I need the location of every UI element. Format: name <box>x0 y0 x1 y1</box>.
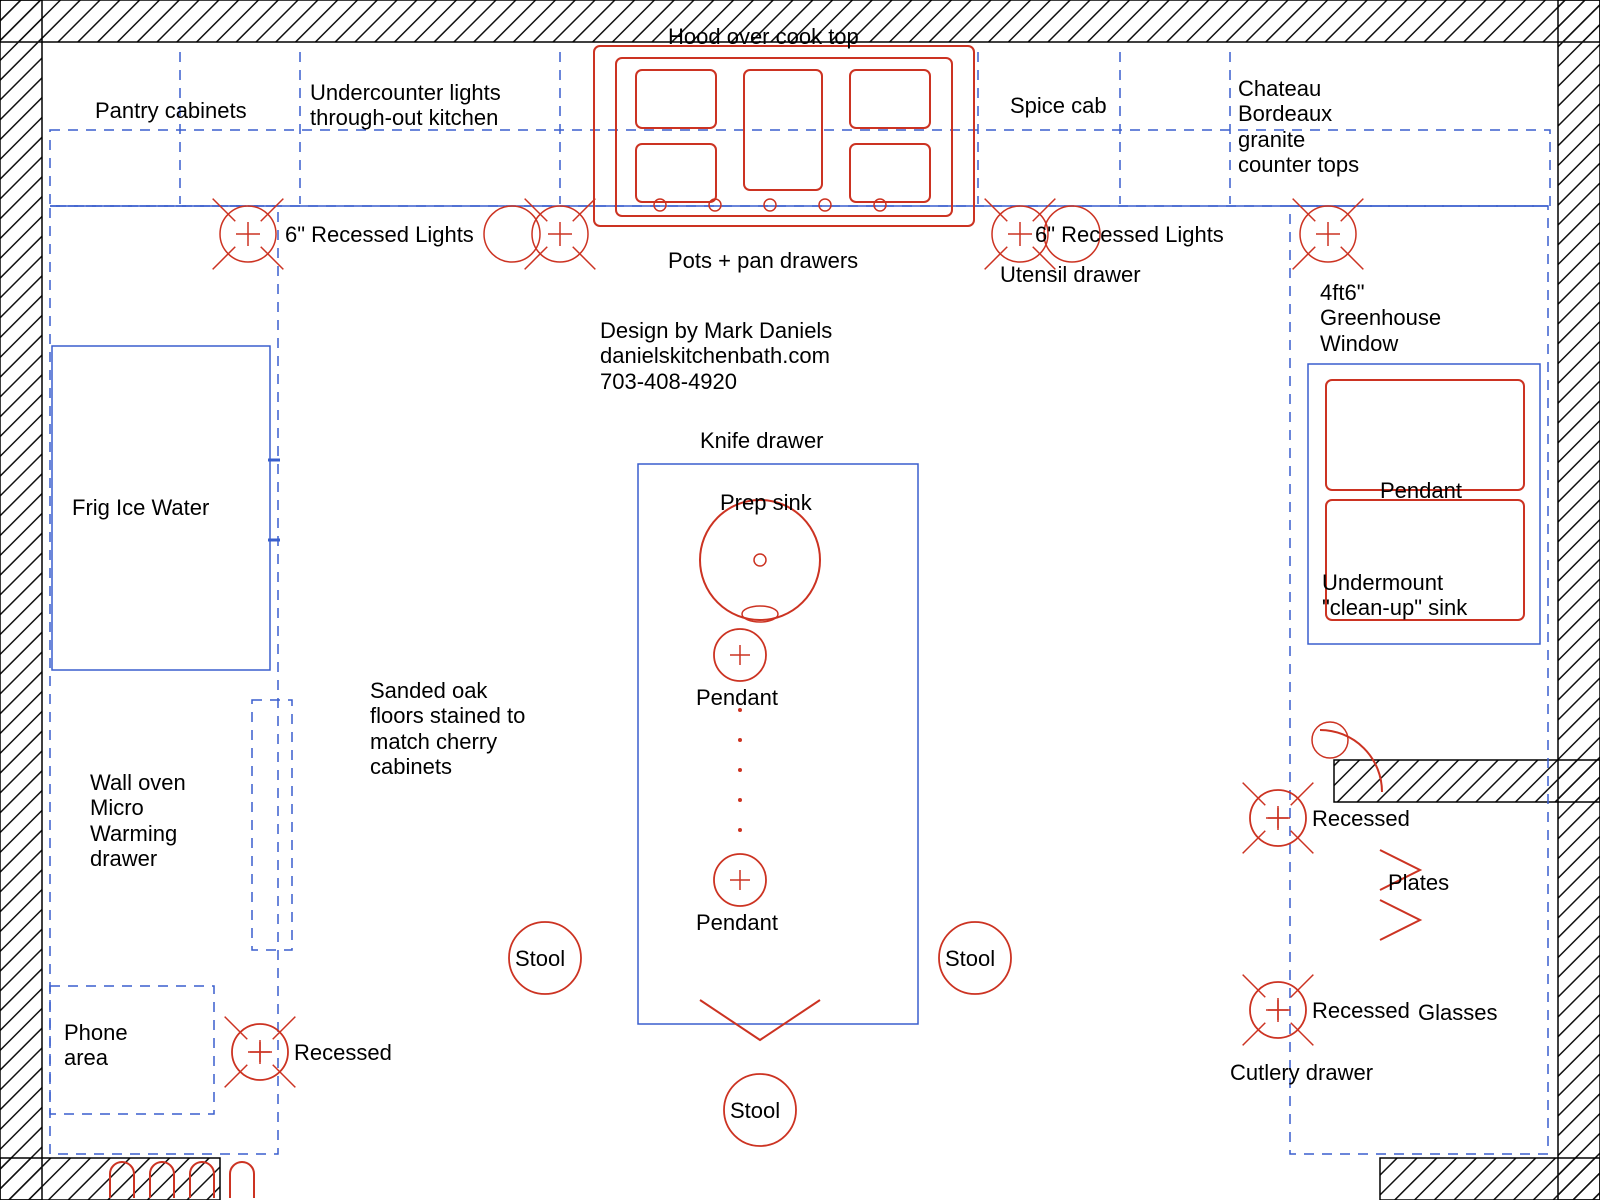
label-hood: Hood over cook top <box>668 24 859 49</box>
label-knife: Knife drawer <box>700 428 824 453</box>
label-pots: Pots + pan drawers <box>668 248 858 273</box>
label-pantry: Pantry cabinets <box>95 98 247 123</box>
ring-pend1: Pendant <box>696 685 778 710</box>
label-greenhouse: 4ft6" Greenhouse Window <box>1320 280 1441 356</box>
label-glasses: Glasses <box>1418 1000 1497 1025</box>
label-pendantSink: Pendant <box>1380 478 1462 503</box>
label-prep: Prep sink <box>720 490 812 515</box>
label-recR: 6" Recessed Lights <box>1035 222 1224 247</box>
ring-rec1: Recessed <box>294 1040 392 1065</box>
label-under: Undercounter lights through-out kitchen <box>310 80 501 131</box>
ring-stool3: Stool <box>730 1098 780 1123</box>
ring-pend2: Pendant <box>696 910 778 935</box>
label-spice: Spice cab <box>1010 93 1107 118</box>
ring-rec3: Recessed <box>1312 998 1410 1023</box>
label-frig: Frig Ice Water <box>72 495 209 520</box>
label-plates: Plates <box>1388 870 1449 895</box>
ring-rec2: Recessed <box>1312 806 1410 831</box>
label-undermount: Undermount "clean-up" sink <box>1322 570 1467 621</box>
label-phone: Phone area <box>64 1020 128 1071</box>
label-design: Design by Mark Daniels danielskitchenbat… <box>600 318 832 394</box>
ring-stool1: Stool <box>515 946 565 971</box>
ring-stool2: Stool <box>945 946 995 971</box>
label-chateau: Chateau Bordeaux granite counter tops <box>1238 76 1359 177</box>
label-utensil: Utensil drawer <box>1000 262 1141 287</box>
label-recL: 6" Recessed Lights <box>285 222 474 247</box>
label-sanded: Sanded oak floors stained to match cherr… <box>370 678 525 779</box>
label-cutlery: Cutlery drawer <box>1230 1060 1373 1085</box>
label-walloven: Wall oven Micro Warming drawer <box>90 770 186 871</box>
